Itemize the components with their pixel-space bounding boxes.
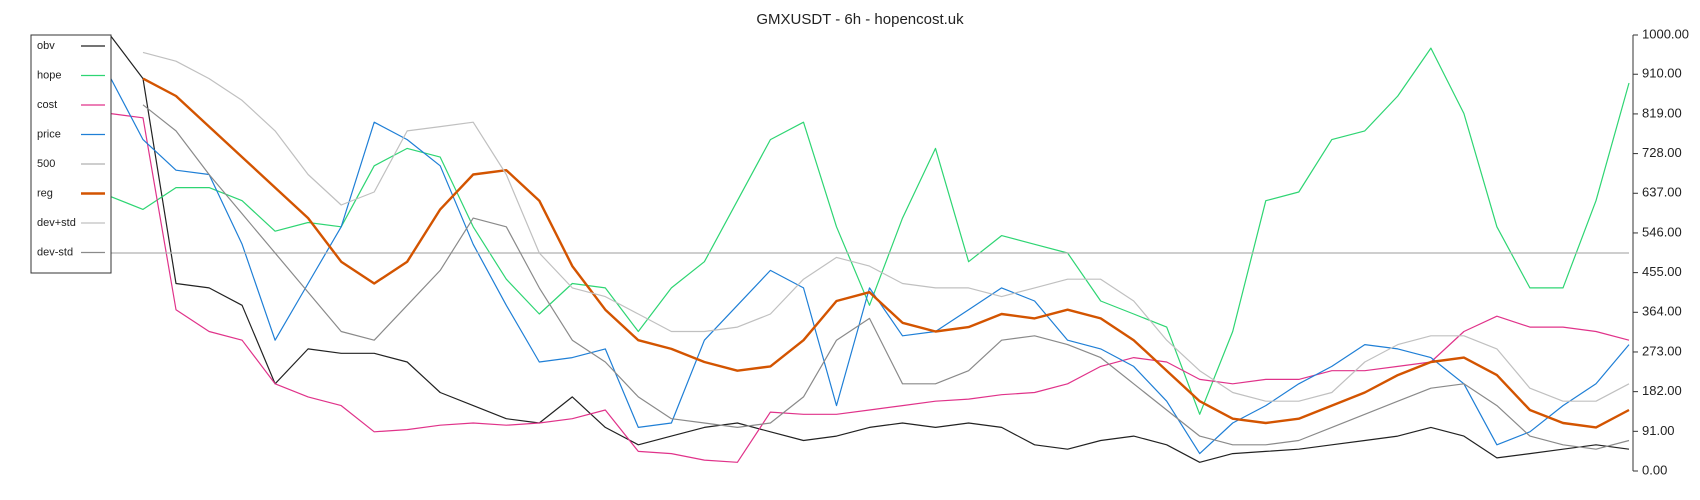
series-line bbox=[109, 76, 1630, 455]
y-tick-label: 273.00 bbox=[1642, 343, 1682, 358]
y-tick-label: 637.00 bbox=[1642, 185, 1682, 200]
y-tick-label: 546.00 bbox=[1642, 224, 1682, 239]
legend-label: hope bbox=[37, 69, 61, 81]
legend-label: cost bbox=[37, 99, 57, 111]
legend: obv hope cost price 500 reg dev+std dev-std bbox=[30, 34, 112, 274]
legend-label: 500 bbox=[37, 158, 55, 170]
legend-box bbox=[30, 34, 112, 274]
y-tick-label: 182.00 bbox=[1642, 383, 1682, 398]
series-line bbox=[142, 51, 1630, 402]
chart-title: GMXUSDT - 6h - hopencost.uk bbox=[756, 11, 964, 28]
legend-label: dev+std bbox=[37, 217, 76, 229]
legend-label: obv bbox=[37, 40, 55, 52]
y-tick-label: 91.00 bbox=[1642, 423, 1675, 438]
series-line bbox=[109, 34, 1630, 463]
y-tick-label: 819.00 bbox=[1642, 105, 1682, 120]
series-line bbox=[109, 47, 1630, 415]
legend-label: reg bbox=[37, 187, 53, 199]
y-tick-label: 910.00 bbox=[1642, 66, 1682, 81]
series-line bbox=[142, 77, 1630, 429]
y-tick-label: 455.00 bbox=[1642, 264, 1682, 279]
legend-label: dev-std bbox=[37, 246, 73, 258]
y-tick-label: 0.00 bbox=[1642, 462, 1667, 477]
series-line bbox=[109, 112, 1630, 463]
series-line bbox=[142, 104, 1630, 450]
y-tick-label: 364.00 bbox=[1642, 304, 1682, 319]
y-tick-label: 1000.00 bbox=[1642, 26, 1689, 41]
y-tick-label: 728.00 bbox=[1642, 145, 1682, 160]
legend-label: price bbox=[37, 128, 61, 140]
